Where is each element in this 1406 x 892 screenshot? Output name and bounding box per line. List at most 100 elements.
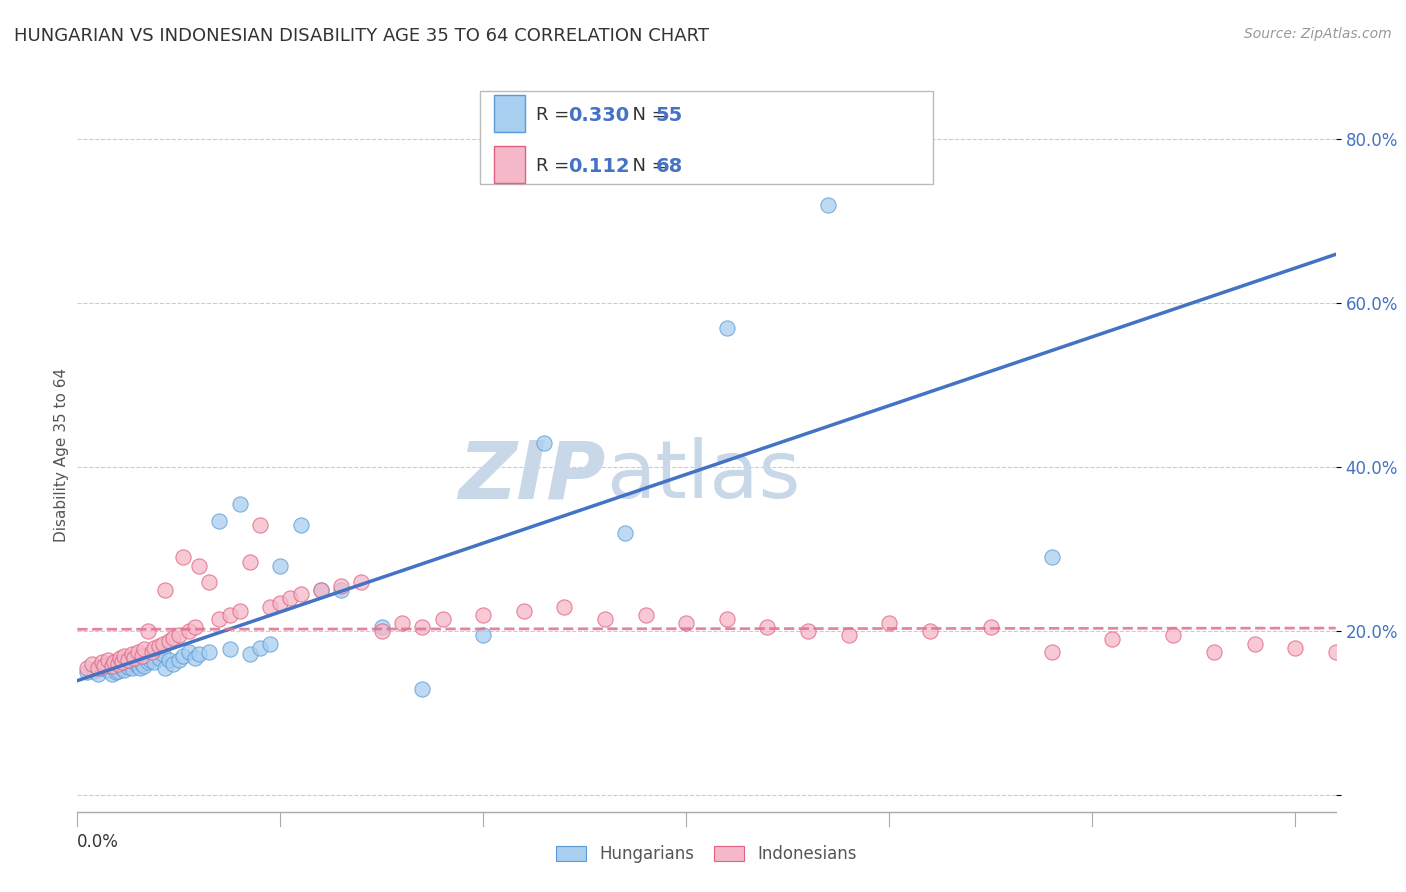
Point <box>152 636 174 650</box>
Point <box>218 642 240 657</box>
Point <box>188 558 211 573</box>
Point <box>290 587 312 601</box>
Point <box>134 642 156 657</box>
Point <box>239 647 262 661</box>
Point <box>1284 640 1306 655</box>
Point <box>167 628 190 642</box>
Point <box>157 653 180 667</box>
Point <box>93 658 115 673</box>
Point <box>138 624 160 639</box>
Point <box>134 658 156 673</box>
Point <box>148 639 170 653</box>
Point <box>103 661 125 675</box>
Point <box>117 659 139 673</box>
Point <box>259 636 281 650</box>
Point <box>239 555 262 569</box>
Point <box>131 648 153 663</box>
Point <box>249 517 271 532</box>
Point <box>1324 645 1347 659</box>
Point <box>188 647 211 661</box>
Point <box>675 616 697 631</box>
Point <box>122 656 145 670</box>
Point <box>121 661 143 675</box>
Point <box>184 620 207 634</box>
Legend: Hungarians, Indonesians: Hungarians, Indonesians <box>547 837 866 871</box>
Point <box>122 650 145 665</box>
Point <box>153 661 176 675</box>
Point <box>980 620 1002 634</box>
Point <box>141 645 163 659</box>
Point <box>90 656 112 670</box>
Point <box>1163 628 1185 642</box>
Point <box>1243 636 1265 650</box>
Point <box>1101 632 1123 647</box>
Point <box>157 634 180 648</box>
Point <box>269 596 291 610</box>
Text: R =: R = <box>536 157 575 175</box>
Point <box>172 648 194 663</box>
Point <box>716 320 738 334</box>
Point <box>83 664 105 678</box>
Point <box>432 612 454 626</box>
Point <box>148 650 170 665</box>
Point <box>90 661 112 675</box>
Point <box>101 667 124 681</box>
Text: R =: R = <box>536 106 575 124</box>
Point <box>107 664 129 678</box>
Point <box>129 661 152 675</box>
Point <box>716 612 738 626</box>
Point <box>162 657 184 671</box>
Point <box>198 645 221 659</box>
Point <box>103 656 125 670</box>
Point <box>269 558 291 573</box>
Point <box>177 624 200 639</box>
Point <box>330 579 353 593</box>
Point <box>472 628 495 642</box>
Point <box>391 616 413 631</box>
Text: N =: N = <box>620 157 672 175</box>
Point <box>108 650 131 665</box>
Point <box>634 607 657 622</box>
Point <box>1040 645 1063 659</box>
Point <box>138 656 160 670</box>
Text: 68: 68 <box>655 157 683 176</box>
Point <box>817 198 839 212</box>
Point <box>177 645 200 659</box>
Point <box>98 657 121 671</box>
Point <box>350 575 373 590</box>
Point <box>152 647 174 661</box>
Point <box>86 661 108 675</box>
Text: 0.112: 0.112 <box>568 157 630 176</box>
Text: 0.330: 0.330 <box>568 106 630 125</box>
Point <box>280 591 302 606</box>
Point <box>513 604 536 618</box>
Point <box>120 657 142 671</box>
Point <box>228 497 250 511</box>
Point <box>838 628 860 642</box>
Point <box>131 657 153 671</box>
Point <box>97 653 120 667</box>
Point <box>121 647 143 661</box>
Point <box>112 663 135 677</box>
Point <box>208 612 231 626</box>
Point <box>228 604 250 618</box>
Point <box>249 640 271 655</box>
Text: 55: 55 <box>655 106 683 125</box>
Point <box>309 583 332 598</box>
Point <box>139 653 162 667</box>
Point <box>111 656 134 670</box>
Point <box>411 681 433 696</box>
Point <box>208 514 231 528</box>
Point <box>76 665 98 680</box>
Y-axis label: Disability Age 35 to 64: Disability Age 35 to 64 <box>53 368 69 542</box>
Text: atlas: atlas <box>606 437 800 516</box>
Text: N =: N = <box>620 106 672 124</box>
Point <box>143 655 166 669</box>
Point <box>93 658 115 673</box>
Point <box>1202 645 1225 659</box>
Point <box>309 583 332 598</box>
Point <box>143 640 166 655</box>
Text: 0.0%: 0.0% <box>77 833 120 851</box>
Point <box>141 648 163 663</box>
Point <box>76 661 98 675</box>
